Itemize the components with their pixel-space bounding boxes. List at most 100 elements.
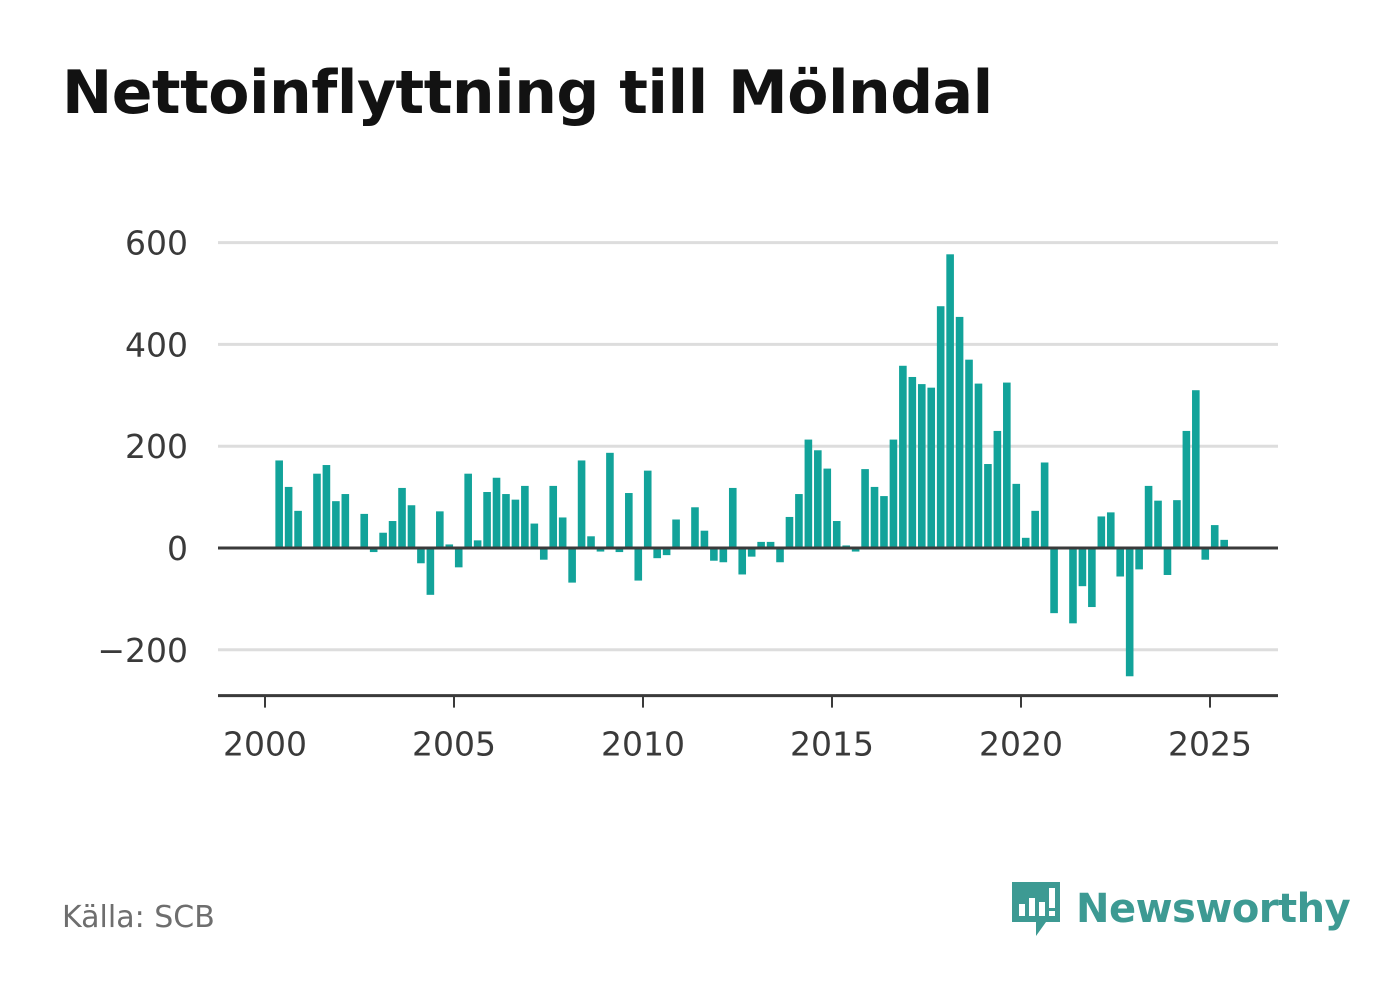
bar	[587, 536, 595, 548]
bar	[795, 494, 803, 548]
bar	[492, 477, 501, 548]
y-tick-label: 400	[125, 325, 188, 364]
bar	[1097, 516, 1106, 548]
bar	[832, 521, 841, 548]
brand-logo: Newsworthy	[1010, 878, 1351, 940]
bar	[341, 494, 350, 548]
bar	[530, 523, 539, 548]
bar	[766, 541, 775, 548]
bar	[634, 548, 643, 581]
bar	[1135, 548, 1143, 570]
bar	[1040, 462, 1049, 548]
x-tick-label: 2000	[223, 725, 307, 764]
bar	[332, 501, 340, 548]
bar	[870, 486, 879, 548]
bar	[719, 548, 728, 563]
y-tick-label: 600	[125, 224, 188, 263]
bar	[1003, 382, 1011, 548]
bar	[1050, 548, 1058, 614]
bar	[596, 548, 605, 552]
bar	[785, 516, 794, 548]
bar	[1154, 500, 1162, 548]
bar	[275, 460, 283, 548]
bar	[1088, 548, 1096, 608]
bar	[993, 430, 1002, 548]
bar	[1078, 548, 1087, 587]
bar	[643, 470, 652, 548]
bar	[917, 384, 926, 548]
bar	[388, 521, 397, 548]
bar	[398, 487, 406, 548]
page-title: Nettoinflyttning till Mölndal	[62, 58, 993, 128]
bar	[417, 548, 425, 564]
bar	[1106, 512, 1115, 548]
bar	[1163, 548, 1172, 575]
x-tick-label: 2015	[790, 725, 874, 764]
bar	[757, 541, 765, 548]
bar	[908, 376, 917, 548]
bar	[889, 439, 898, 548]
bar	[738, 548, 747, 575]
bar	[454, 548, 463, 568]
bar	[814, 450, 822, 548]
bar	[558, 517, 567, 548]
bar	[776, 548, 784, 563]
bar	[927, 387, 936, 548]
bar	[539, 548, 548, 560]
bar	[1125, 548, 1134, 677]
bar	[899, 365, 907, 548]
bar	[436, 511, 444, 548]
bar	[936, 306, 945, 548]
bar	[294, 510, 302, 548]
bar	[1116, 548, 1125, 577]
bar	[577, 460, 586, 548]
bars	[275, 254, 1228, 677]
bar	[502, 494, 510, 548]
bar	[823, 468, 832, 548]
bar	[804, 439, 813, 548]
bar	[407, 505, 416, 548]
bar	[606, 452, 614, 548]
brand-name: Newsworthy	[1076, 886, 1351, 932]
bar	[1012, 483, 1021, 548]
x-tick-label: 2010	[601, 725, 685, 764]
bar	[322, 465, 331, 548]
x-tick-label: 2005	[412, 725, 496, 764]
bar	[1182, 430, 1191, 548]
x-tick-label: 2020	[979, 725, 1063, 764]
bar	[483, 492, 491, 548]
bar	[710, 548, 718, 561]
bar	[1069, 548, 1077, 624]
grid-lines	[218, 241, 1278, 652]
bar	[955, 316, 964, 548]
bar	[360, 513, 369, 548]
bar	[851, 548, 860, 552]
x-tick-label: 2025	[1168, 725, 1252, 764]
bar	[1210, 525, 1219, 548]
bar	[1173, 500, 1181, 548]
bar	[426, 548, 435, 595]
bar	[728, 487, 737, 548]
bar	[511, 499, 520, 548]
bar	[662, 548, 671, 556]
y-tick-label: −200	[97, 631, 188, 670]
bar	[615, 548, 624, 553]
bar	[700, 530, 709, 548]
y-tick-label: 200	[125, 427, 188, 466]
bar	[521, 485, 529, 548]
bar	[1201, 548, 1210, 560]
bar	[653, 548, 661, 559]
bar	[1220, 539, 1228, 548]
bar	[464, 473, 472, 548]
bar	[379, 532, 387, 548]
bar	[672, 519, 680, 548]
bar	[984, 464, 992, 548]
bar	[549, 485, 558, 548]
bar	[861, 469, 869, 548]
axes	[218, 546, 1278, 708]
bar	[691, 507, 699, 548]
source-label: Källa: SCB	[62, 900, 215, 935]
bar	[284, 486, 293, 548]
